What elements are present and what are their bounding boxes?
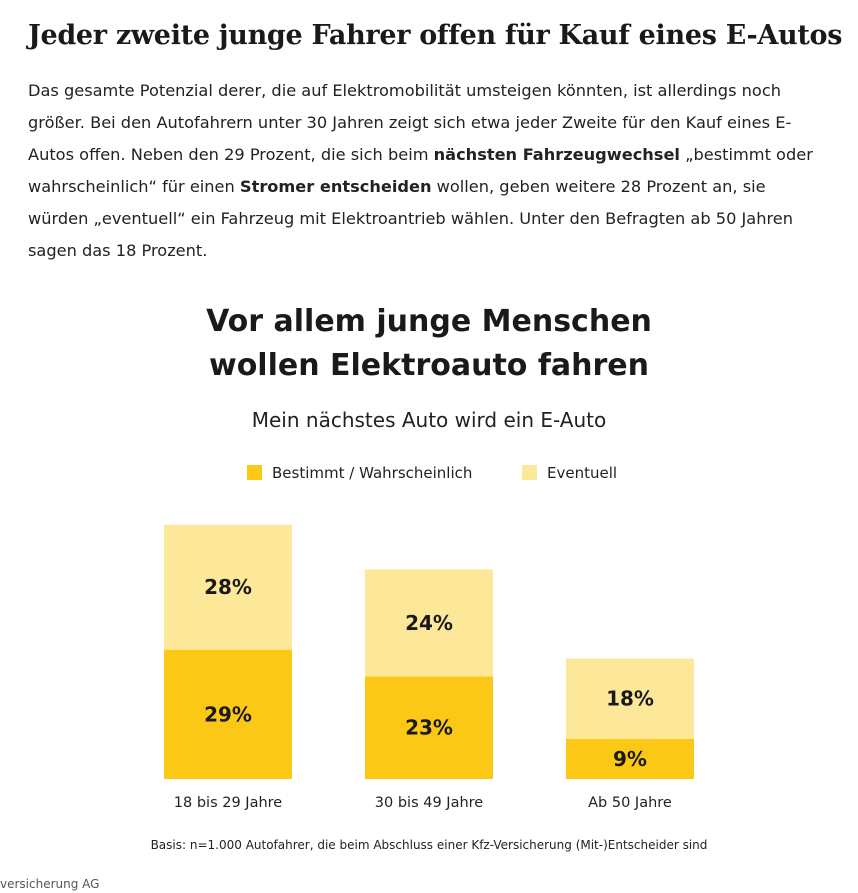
data-label-bestimmt-0: 29% [204, 702, 252, 726]
paragraph-bold-2: Stromer entscheiden [239, 177, 432, 196]
x-tick-label-1: 30 bis 49 Jahre [375, 795, 484, 811]
legend-label-eventuell: Eventuell [547, 464, 618, 482]
bar-bestimmt-2 [566, 738, 694, 779]
legend-swatch-bestimmt [247, 465, 262, 480]
legend-swatch-eventuell [522, 465, 537, 480]
paragraph-text-2: „bestimmt oder wahrscheinlich“ für einen [28, 145, 813, 196]
x-tick-label-0: 18 bis 29 Jahre [174, 795, 283, 811]
data-label-eventuell-2: 18% [606, 687, 654, 711]
bar-eventuell-2 [566, 658, 694, 739]
article-headline: Jeder zweite junge Fahrer offen für Kauf… [28, 20, 843, 51]
bar-bestimmt-0 [164, 649, 292, 779]
paragraph-text-3: wollen, geben weitere 28 Prozent an, sie… [28, 177, 793, 260]
legend-item-eventuell: Eventuell [522, 464, 617, 482]
legend-item-bestimmt: Bestimmt / Wahrscheinlich [247, 464, 472, 482]
paragraph-text-1: Das gesamte Potenzial derer, die auf Ele… [28, 81, 792, 164]
data-label-bestimmt-2: 9% [613, 747, 647, 771]
chart-title-line-2: wollen Elektroauto fahren [208, 348, 649, 383]
data-label-eventuell-1: 24% [405, 611, 453, 635]
legend-label-bestimmt: Bestimmt / Wahrscheinlich [272, 464, 473, 482]
data-label-eventuell-0: 28% [204, 575, 252, 599]
bar-bestimmt-1 [365, 676, 493, 779]
chart-title-line-1: Vor allem junge Menschen [206, 304, 652, 339]
article-paragraph: Das gesamte Potenzial derer, die auf Ele… [28, 75, 828, 267]
x-tick-label-2: Ab 50 Jahre [588, 795, 672, 811]
chart-note: Basis: n=1.000 Autofahrer, die beim Absc… [150, 838, 708, 852]
paragraph-bold-1: nächsten Fahrzeugwechsel [433, 145, 680, 164]
bar-eventuell-0 [164, 524, 292, 650]
footer-credit: versicherung AG [0, 877, 100, 891]
chart-subtitle: Mein nächstes Auto wird ein E-Auto [251, 408, 607, 432]
bar-eventuell-1 [365, 569, 493, 677]
data-label-bestimmt-1: 23% [405, 716, 453, 740]
